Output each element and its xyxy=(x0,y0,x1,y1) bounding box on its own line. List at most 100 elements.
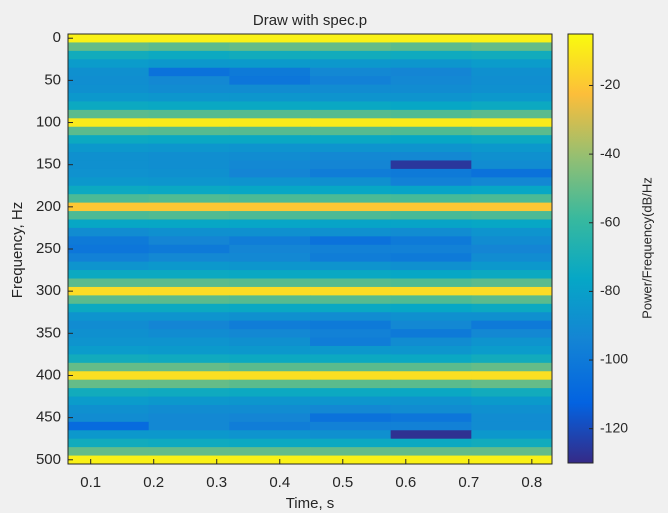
heatmap-cell xyxy=(148,126,230,136)
heatmap-cell xyxy=(310,379,392,389)
heatmap-cell xyxy=(229,320,311,330)
heatmap-cell xyxy=(229,143,311,153)
heatmap-cell xyxy=(310,126,392,136)
heatmap-cell xyxy=(68,270,150,280)
heatmap-cell xyxy=(390,261,472,271)
heatmap-cell xyxy=(148,447,230,457)
heatmap-cell xyxy=(310,345,392,355)
chart-title: Draw with spec.p xyxy=(253,12,367,29)
heatmap-cell xyxy=(229,93,311,102)
heatmap-cell xyxy=(68,312,150,322)
heatmap-cell xyxy=(148,244,230,254)
heatmap-cell xyxy=(229,109,311,119)
heatmap-cell xyxy=(229,236,311,246)
heatmap-cell xyxy=(229,227,311,237)
heatmap-cell xyxy=(471,160,553,170)
x-axis-label: Time, s xyxy=(286,495,335,512)
heatmap-cell xyxy=(68,152,150,161)
heatmap-cell xyxy=(310,438,392,448)
heatmap-cell xyxy=(471,345,553,355)
heatmap-cell xyxy=(471,143,553,153)
heatmap-cell xyxy=(471,42,553,52)
y-tick-label: 500 xyxy=(36,451,61,468)
heatmap-cell xyxy=(148,152,230,161)
heatmap-cell xyxy=(390,143,472,153)
heatmap-cell xyxy=(471,447,553,457)
heatmap-cell xyxy=(148,227,230,237)
heatmap-cell xyxy=(68,126,150,136)
heatmap-cell xyxy=(390,396,472,406)
heatmap-cell xyxy=(229,67,311,77)
heatmap-cell xyxy=(148,379,230,389)
x-tick-label: 0.3 xyxy=(206,474,227,491)
heatmap-cell xyxy=(310,219,392,229)
heatmap-cell xyxy=(390,109,472,119)
heatmap-cell xyxy=(148,185,230,195)
heatmap-cell xyxy=(68,211,150,220)
heatmap-cell xyxy=(390,59,472,69)
heatmap-cell xyxy=(471,135,553,145)
heatmap-cell xyxy=(68,438,150,448)
heatmap-cell xyxy=(148,118,230,128)
heatmap-cell xyxy=(471,278,553,288)
heatmap-cell xyxy=(471,202,553,212)
heatmap-cell xyxy=(390,118,472,128)
heatmap-cell xyxy=(310,244,392,254)
heatmap-cell xyxy=(148,329,230,339)
heatmap-cell xyxy=(310,362,392,372)
heatmap-cell xyxy=(390,244,472,254)
heatmap-cell xyxy=(229,202,311,212)
heatmap-cell xyxy=(390,219,472,229)
heatmap-cell xyxy=(68,286,150,296)
x-tick-label: 0.4 xyxy=(269,474,290,491)
heatmap-cell xyxy=(390,185,472,195)
y-tick-label: 350 xyxy=(36,324,61,341)
heatmap-cell xyxy=(68,93,150,102)
heatmap-cell xyxy=(229,345,311,355)
y-tick-label: 100 xyxy=(36,113,61,130)
heatmap-cell xyxy=(390,34,472,43)
x-tick-label: 0.1 xyxy=(80,474,101,491)
x-tick-label: 0.6 xyxy=(395,474,416,491)
heatmap-cell xyxy=(68,421,150,431)
heatmap-cell xyxy=(229,76,311,86)
heatmap-cell xyxy=(68,202,150,212)
heatmap-cell xyxy=(390,168,472,178)
heatmap-cell xyxy=(310,312,392,322)
heatmap-cell xyxy=(148,354,230,364)
heatmap-cell xyxy=(229,396,311,406)
heatmap-cell xyxy=(68,396,150,406)
heatmap-cell xyxy=(310,143,392,153)
heatmap-cell xyxy=(310,109,392,119)
heatmap-cell xyxy=(148,76,230,86)
heatmap-cell xyxy=(390,211,472,220)
heatmap-cell xyxy=(148,34,230,43)
heatmap-cell xyxy=(68,261,150,271)
heatmap-cell xyxy=(471,59,553,69)
heatmap-cell xyxy=(229,455,311,465)
heatmap-cell xyxy=(471,371,553,381)
heatmap-cell xyxy=(148,413,230,423)
heatmap-cell xyxy=(148,371,230,381)
colorbar-tick-label: -20 xyxy=(600,76,620,92)
heatmap xyxy=(68,34,553,465)
heatmap-cell xyxy=(471,312,553,322)
heatmap-cell xyxy=(229,270,311,280)
heatmap-cell xyxy=(390,303,472,313)
heatmap-cell xyxy=(229,253,311,263)
heatmap-cell xyxy=(310,34,392,43)
heatmap-cell xyxy=(229,303,311,313)
heatmap-cell xyxy=(148,286,230,296)
heatmap-cell xyxy=(68,160,150,170)
heatmap-cell xyxy=(390,227,472,237)
heatmap-cell xyxy=(68,295,150,305)
heatmap-cell xyxy=(390,371,472,381)
heatmap-cell xyxy=(148,270,230,280)
heatmap-cell xyxy=(471,194,553,204)
heatmap-cell xyxy=(310,337,392,347)
heatmap-cell xyxy=(68,244,150,254)
heatmap-cell xyxy=(229,312,311,322)
heatmap-cell xyxy=(471,244,553,254)
heatmap-cell xyxy=(471,388,553,398)
